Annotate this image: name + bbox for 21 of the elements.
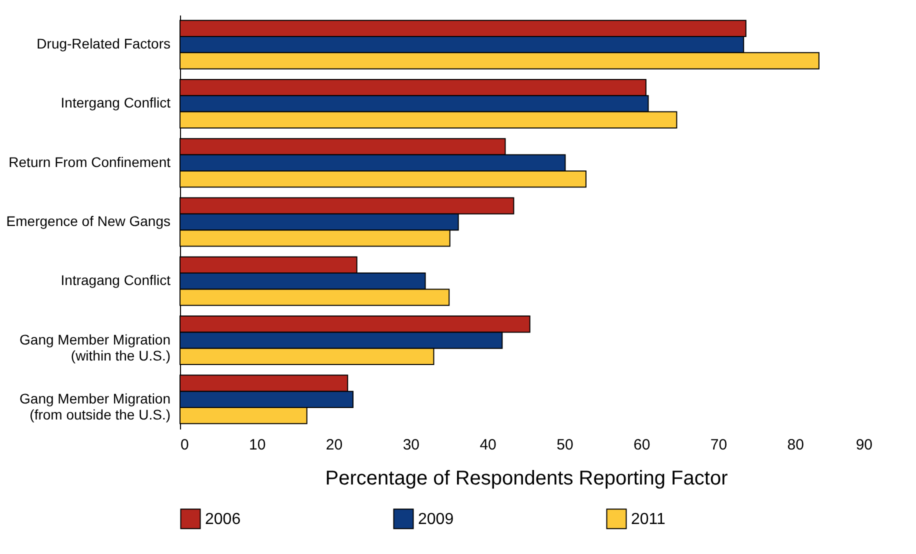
legend-label: 2009 [418,510,454,528]
x-tick-label: 10 [249,436,266,454]
x-tick-label: 80 [787,436,804,454]
x-tick-label: 30 [402,436,420,454]
x-tick-label: 70 [710,436,728,454]
x-tick-label: 40 [480,436,496,454]
y-tick-label: Intergang Conflict [60,94,171,111]
y-tick-label: Intragang Conflict [60,272,171,288]
legend-label: 2011 [631,510,666,528]
legend-label: 2006 [205,510,241,528]
x-tick-label: 50 [556,436,574,454]
y-tick-label: Drug-Related Factors [36,36,170,52]
x-tick-label: 90 [856,436,872,454]
x-axis-title: Percentage of Respondents Reporting Factor [325,468,728,490]
x-tick-label: 20 [326,436,343,454]
y-tick-label: Gang Member Migration (from outside the U.S.) [20,390,170,422]
x-tick-label: 0 [180,436,189,454]
y-tick-label: Emergence of New Gangs [6,213,170,229]
y-tick-label: Gang Member Migration (within the U.S.) [20,331,170,364]
x-tick-label: 60 [633,436,650,454]
y-tick-label: Return From Confinement [8,154,171,170]
